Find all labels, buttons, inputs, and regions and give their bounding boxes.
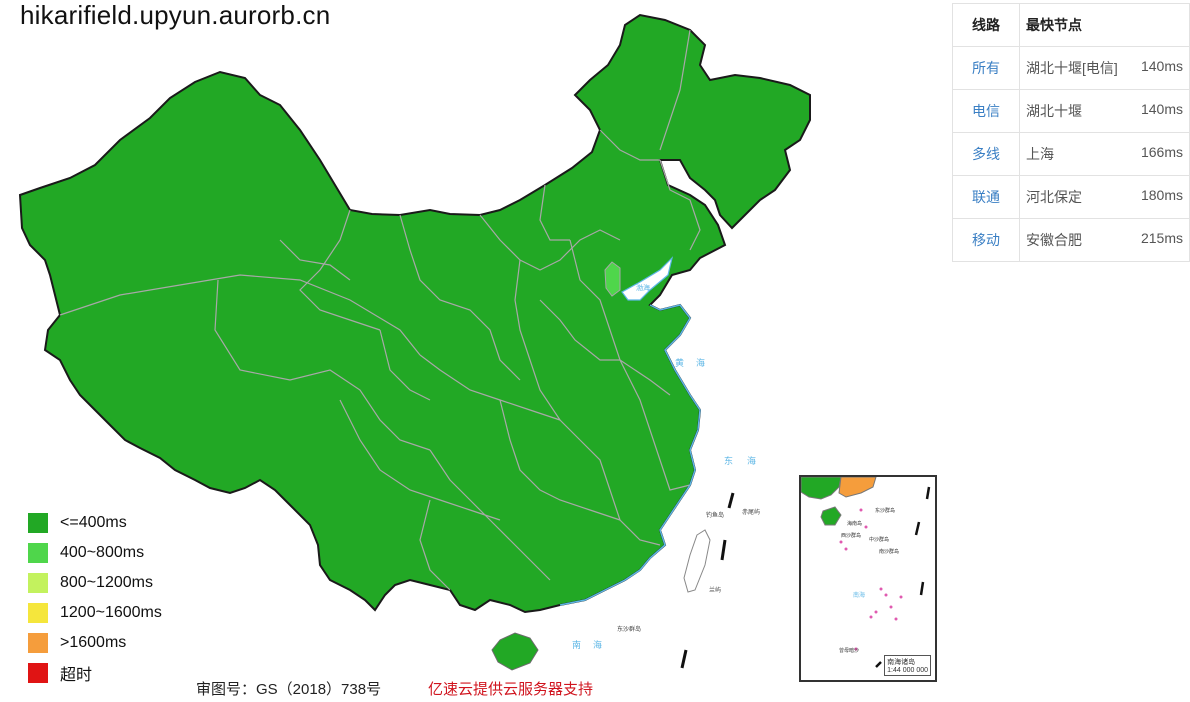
table-row: 多线 上海 166ms xyxy=(952,132,1190,176)
inset-label-hainan: 海南岛 xyxy=(847,520,862,527)
legend-swatch xyxy=(28,573,48,593)
legend-label: 1200~1600ms xyxy=(60,604,162,621)
legend-swatch xyxy=(28,633,48,653)
inset-mainland-fast[interactable] xyxy=(801,477,842,500)
table-row: 联通 河北保定 180ms xyxy=(952,175,1190,219)
node-time: 215ms xyxy=(1140,230,1183,246)
column-header-node: 最快节点 xyxy=(1019,3,1190,47)
inset-label-nansha: 南沙群岛 xyxy=(879,548,899,555)
sea-label-bohai: 渤海 xyxy=(636,283,650,292)
inset-title: 南海诸岛 xyxy=(887,659,916,666)
node-time: 140ms xyxy=(1140,101,1183,117)
legend-item: 1200~1600ms xyxy=(28,598,162,628)
legend-label: 400~800ms xyxy=(60,544,145,561)
nine-dash-marks xyxy=(680,492,735,669)
node-cell: 上海 166ms xyxy=(1019,132,1190,176)
inset-label-dongsha: 东沙群岛 xyxy=(875,507,895,514)
sponsor-link[interactable]: 亿速云提供云服务器支持 xyxy=(428,681,594,698)
node-name: 湖北十堰[电信] xyxy=(1026,60,1118,76)
line-link[interactable]: 多线 xyxy=(952,132,1020,176)
mainland-region-fast[interactable] xyxy=(18,13,811,614)
legend-swatch xyxy=(28,513,48,533)
line-link[interactable]: 移动 xyxy=(952,218,1020,262)
inset-label-zengmu: 曾母暗沙 xyxy=(839,647,859,654)
node-time: 166ms xyxy=(1140,144,1183,160)
hainan-region[interactable] xyxy=(491,632,539,671)
inset-dash-marks xyxy=(875,486,931,668)
node-name: 湖北十堰 xyxy=(1026,103,1082,119)
line-link[interactable]: 所有 xyxy=(952,46,1020,90)
latency-legend: <=400ms 400~800ms 800~1200ms 1200~1600ms… xyxy=(28,508,162,688)
inset-map: 海南岛 东沙群岛 西沙群岛 中沙群岛 南沙群岛 曾母暗沙 南海 xyxy=(801,477,931,668)
table-row: 移动 安徽合肥 215ms xyxy=(952,218,1190,262)
coastline xyxy=(559,304,701,606)
table-row: 电信 湖北十堰 140ms xyxy=(952,89,1190,133)
node-time: 140ms xyxy=(1140,58,1183,74)
node-cell: 安徽合肥 215ms xyxy=(1019,218,1190,262)
taiwan-region[interactable] xyxy=(683,529,711,593)
island-label-dongsha: 东沙群岛 xyxy=(617,625,641,633)
sea-label-donghai: 东海 xyxy=(724,455,770,467)
map-approval-number: 审图号：GS（2018）738号 xyxy=(196,681,382,698)
inset-label-xisha: 西沙群岛 xyxy=(841,532,861,539)
legend-swatch xyxy=(28,603,48,623)
sea-label-nanhai: 南海 xyxy=(572,639,614,651)
legend-item: >1600ms xyxy=(28,628,162,658)
china-latency-map: 渤海 黄海 东海 南海 钓鱼岛 赤尾屿 东沙群岛 兰屿 xyxy=(18,13,811,671)
inset-hainan[interactable] xyxy=(820,506,842,526)
south-china-sea-inset: 海南岛 东沙群岛 西沙群岛 中沙群岛 南沙群岛 曾母暗沙 南海 南海诸岛 1:4… xyxy=(799,475,937,682)
table-header-row: 线路 最快节点 xyxy=(952,3,1190,47)
node-cell: 湖北十堰 140ms xyxy=(1019,89,1190,133)
legend-label: 800~1200ms xyxy=(60,574,153,591)
node-cell: 河北保定 180ms xyxy=(1019,175,1190,219)
inset-title-box: 南海诸岛 1:44 000 000 xyxy=(884,655,931,676)
column-header-line: 线路 xyxy=(952,3,1020,47)
inset-province-slowest[interactable] xyxy=(838,477,877,498)
legend-label: 超时 xyxy=(60,667,93,684)
table-row: 所有 湖北十堰[电信] 140ms xyxy=(952,46,1190,90)
node-name: 安徽合肥 xyxy=(1026,232,1082,248)
fastest-node-table: 线路 最快节点 所有 湖北十堰[电信] 140ms 电信 湖北十堰 140ms 多线… xyxy=(952,3,1190,262)
node-time: 180ms xyxy=(1140,187,1183,203)
bohai-sea-water xyxy=(621,256,674,301)
inset-islands xyxy=(839,508,903,651)
legend-item: <=400ms xyxy=(28,508,162,538)
inset-sea-label: 南海 xyxy=(853,591,865,599)
province-borders xyxy=(59,29,701,591)
legend-item: 400~800ms xyxy=(28,538,162,568)
beijing-tianjin-region-mid[interactable] xyxy=(604,261,621,297)
legend-label: >1600ms xyxy=(60,634,127,651)
inset-label-zhongsha: 中沙群岛 xyxy=(869,536,889,543)
node-cell: 湖北十堰[电信] 140ms xyxy=(1019,46,1190,90)
page-title: hikarifield.upyun.aurorb.cn xyxy=(20,0,331,30)
legend-swatch xyxy=(28,543,48,563)
island-label-chiwei: 赤尾屿 xyxy=(742,508,760,516)
legend-swatch xyxy=(28,663,48,683)
island-label-lanyu: 兰屿 xyxy=(709,586,721,594)
node-name: 上海 xyxy=(1026,146,1054,162)
line-link[interactable]: 电信 xyxy=(952,89,1020,133)
legend-label: <=400ms xyxy=(60,514,127,531)
node-name: 河北保定 xyxy=(1026,189,1082,205)
line-link[interactable]: 联通 xyxy=(952,175,1020,219)
sea-label-huanghai: 黄海 xyxy=(675,357,717,369)
legend-item: 800~1200ms xyxy=(28,568,162,598)
legend-item: 超时 xyxy=(28,658,162,688)
inset-scale: 1:44 000 000 xyxy=(887,667,928,674)
island-label-diaoyu: 钓鱼岛 xyxy=(706,511,724,519)
